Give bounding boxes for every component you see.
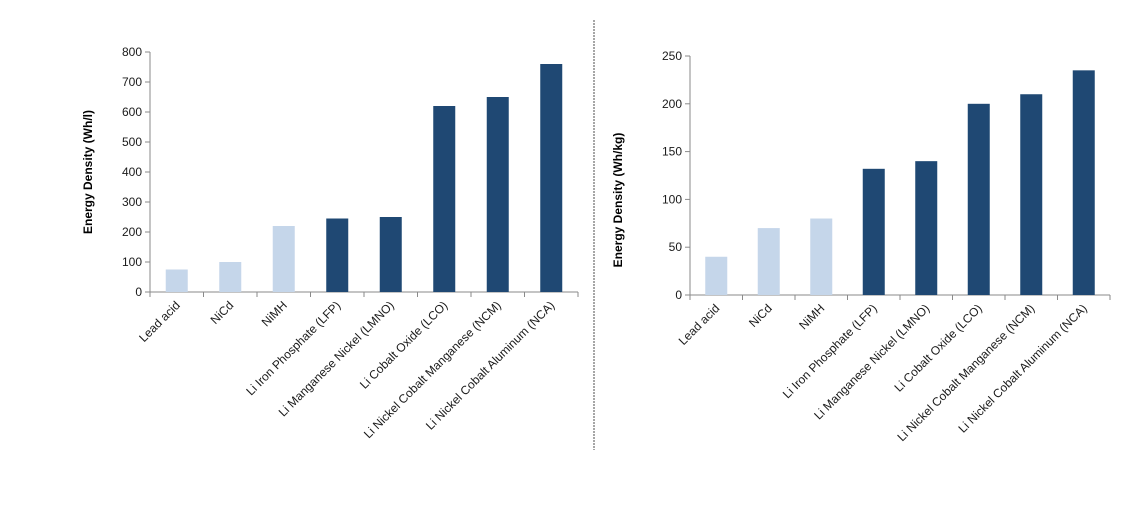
y-tick-label: 100 [662, 192, 682, 206]
bar [705, 256, 728, 295]
y-tick-label: 0 [135, 285, 142, 299]
bar [967, 103, 990, 295]
bar [540, 64, 563, 292]
y-tick-label: 700 [122, 75, 142, 89]
category-label: Li Cobalt Oxide (LCO) [892, 301, 985, 394]
y-tick-label: 800 [122, 45, 142, 59]
y-tick-label: 0 [675, 288, 682, 302]
bar [433, 106, 456, 292]
y-tick-label: 100 [122, 255, 142, 269]
y-tick-label: 600 [122, 105, 142, 119]
y-tick-label: 300 [122, 195, 142, 209]
bar [486, 97, 509, 292]
category-label: Li Iron Phosphate (LFP) [780, 301, 880, 401]
y-tick-label: 200 [122, 225, 142, 239]
y-tick-label: 250 [662, 49, 682, 63]
bar [810, 218, 833, 295]
category-label: NiMH [796, 301, 827, 332]
y-tick-label: 50 [669, 240, 683, 254]
bar [272, 226, 295, 292]
bar [1072, 70, 1095, 295]
y-tick-label: 500 [122, 135, 142, 149]
category-label: NiCd [208, 298, 237, 327]
category-label: Lead acid [676, 301, 723, 348]
y-tick-label: 150 [662, 145, 682, 159]
y-axis-title: Energy Density (Wh/l) [81, 110, 95, 234]
volumetric-energy-chart: 0 100 200 300 400 500 600 700 800 Lead acid NiCd Ni… [81, 45, 579, 441]
category-label: Li Iron Phosphate (LFP) [243, 298, 343, 398]
bar [165, 269, 188, 292]
category-label: NiCd [746, 301, 775, 330]
category-label: NiMH [259, 298, 290, 329]
bar [379, 217, 402, 292]
bar [862, 168, 885, 295]
y-axis-title: Energy Density (Wh/kg) [611, 133, 625, 268]
bar [1020, 94, 1043, 296]
bar [326, 218, 349, 292]
bar [219, 262, 242, 292]
y-tick-label: 200 [662, 97, 682, 111]
bar [757, 228, 780, 295]
bar [915, 161, 938, 295]
y-tick-label: 400 [122, 165, 142, 179]
category-label: Li Cobalt Oxide (LCO) [357, 298, 450, 391]
category-label: Lead acid [136, 298, 183, 345]
